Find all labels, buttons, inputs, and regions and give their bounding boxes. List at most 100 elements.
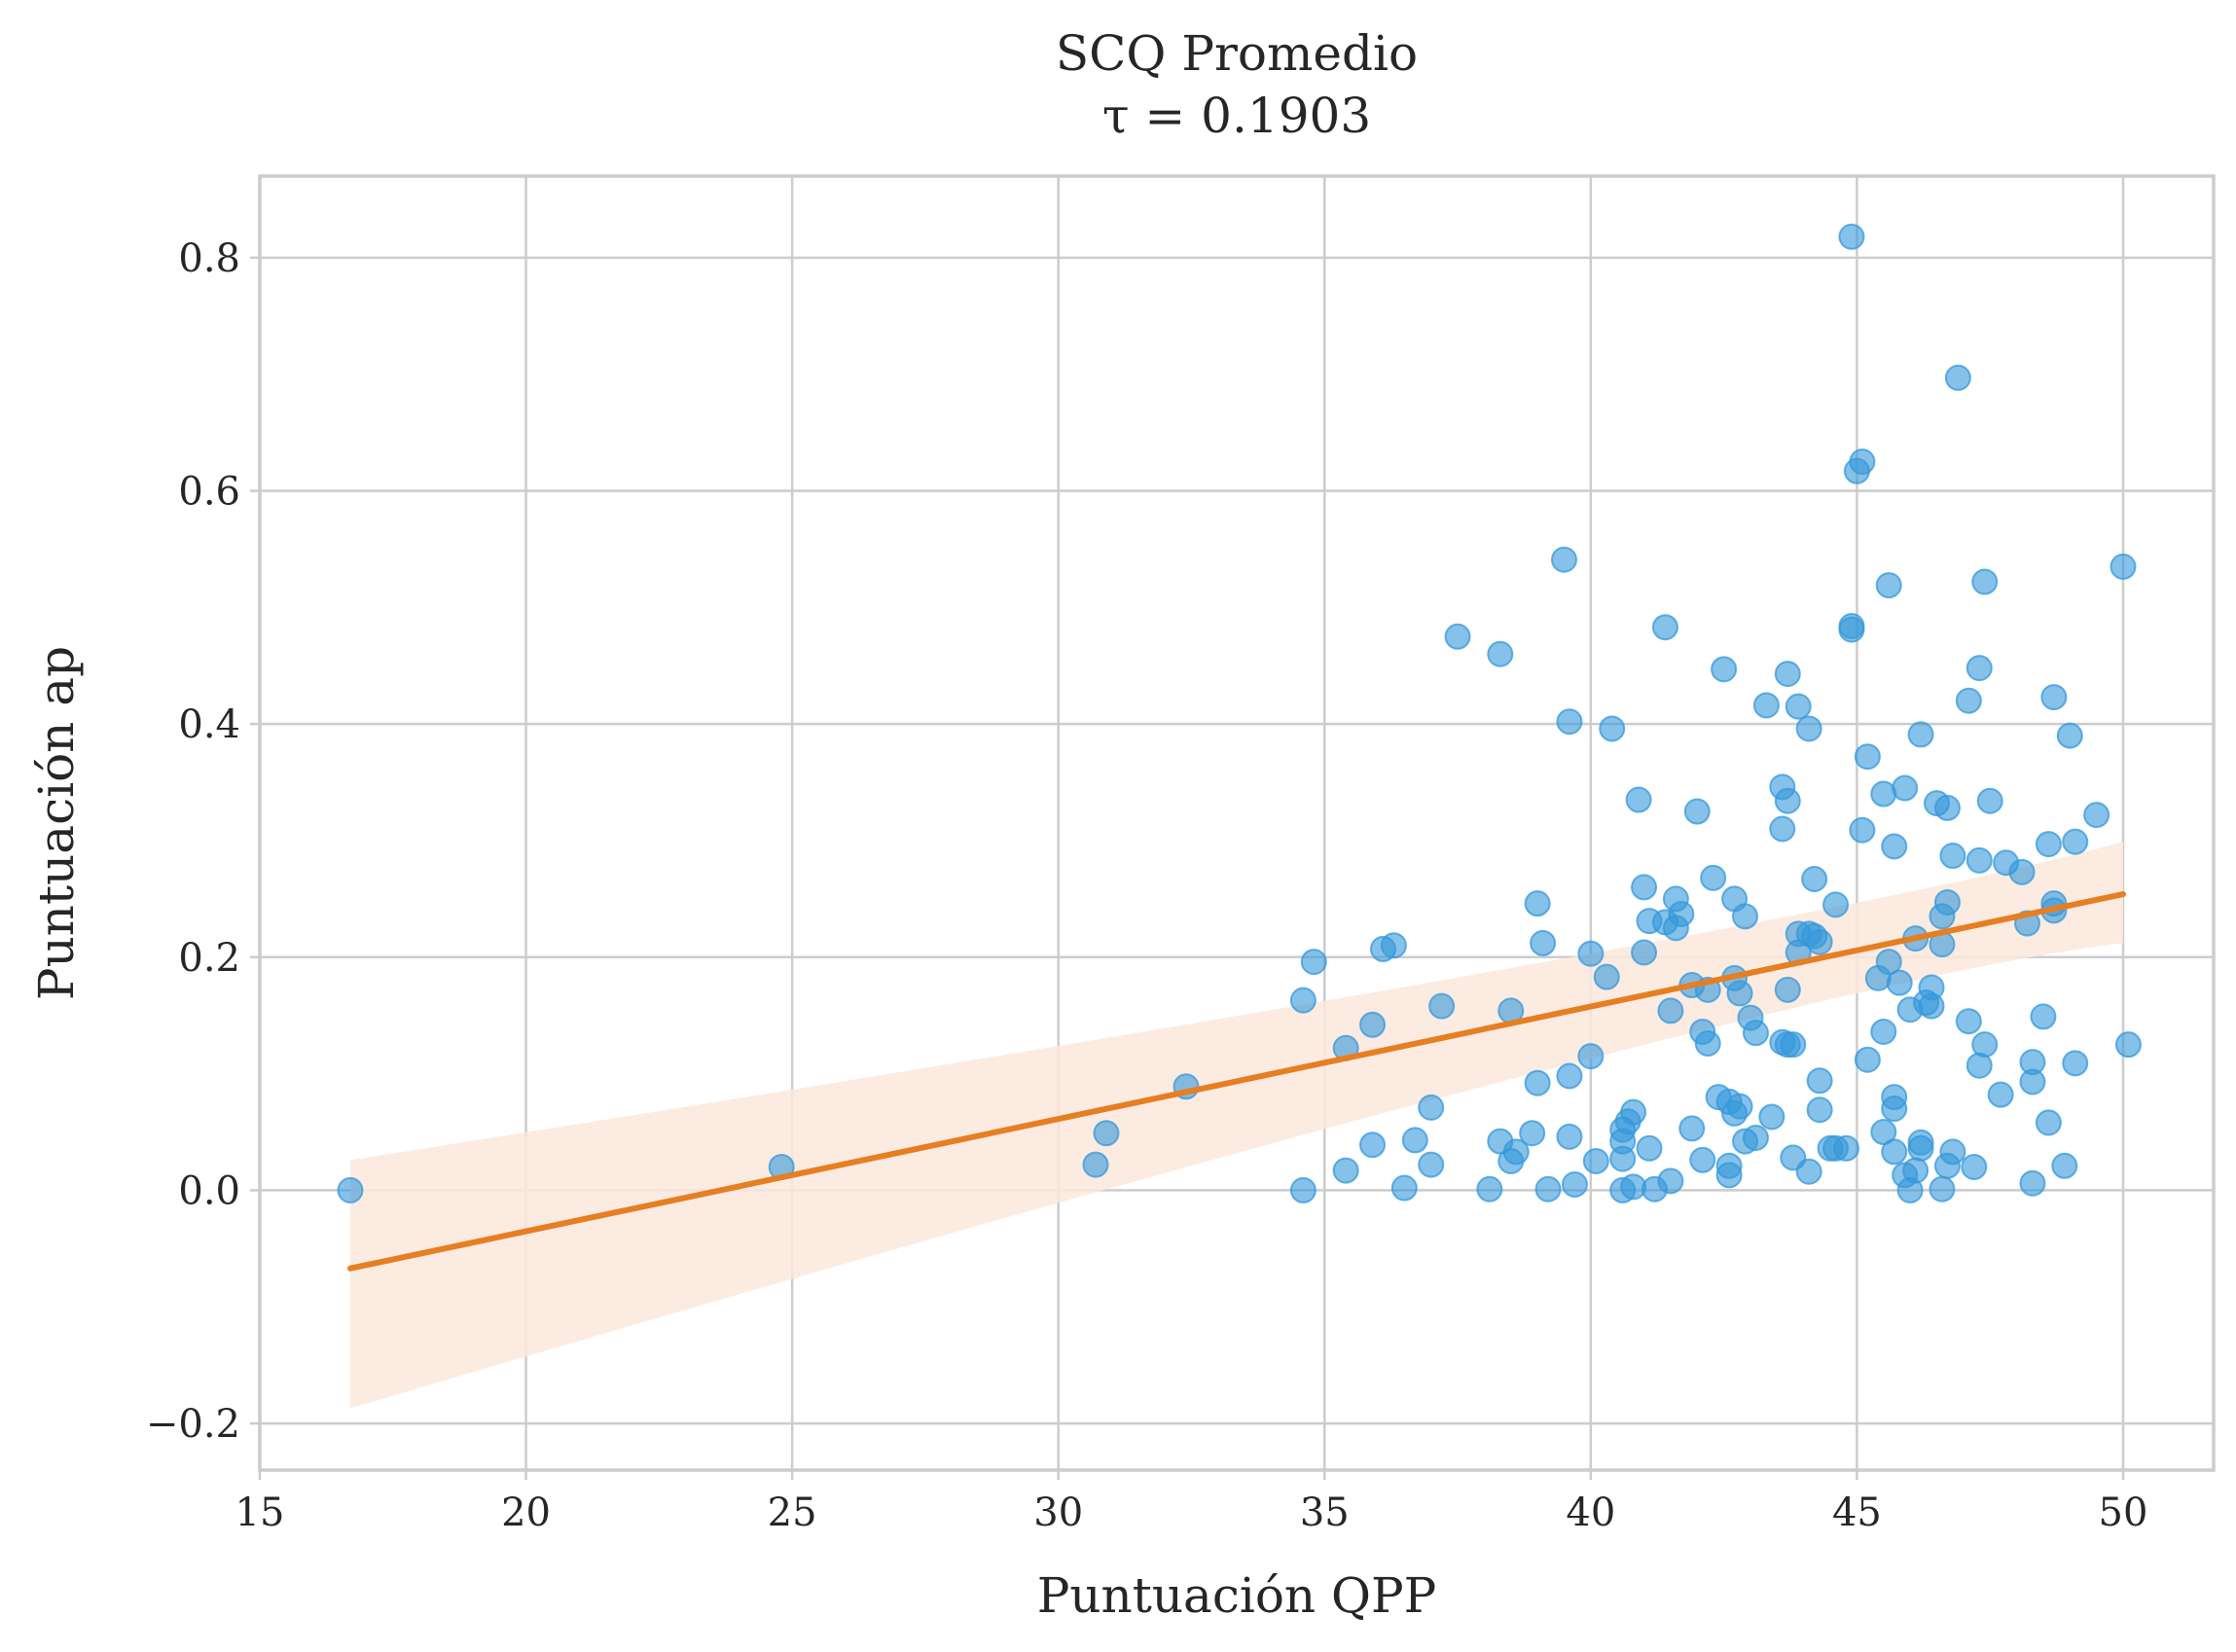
- regression-line-layer: [347, 891, 2126, 1272]
- data-point: [1966, 655, 1993, 682]
- data-point: [1556, 1123, 1583, 1150]
- data-point: [2040, 684, 2068, 711]
- data-point: [1752, 692, 1780, 719]
- data-point: [1082, 1151, 1109, 1178]
- data-point: [1774, 976, 1801, 1003]
- data-point: [1289, 1176, 1316, 1203]
- data-point: [1944, 364, 1971, 391]
- data-point: [2051, 1152, 2078, 1179]
- data-point: [1359, 1011, 1387, 1038]
- data-point: [1524, 1069, 1551, 1096]
- data-point: [1795, 715, 1822, 742]
- data-point: [1838, 223, 1865, 250]
- data-point: [1933, 794, 1961, 821]
- grid: [258, 176, 2214, 1470]
- data-point: [1806, 1096, 1833, 1124]
- data-point: [2008, 858, 2036, 885]
- x-tick-label: 15: [235, 1490, 285, 1535]
- data-point: [1976, 787, 2003, 814]
- data-point: [2110, 553, 2137, 580]
- plot-frame: [258, 174, 2216, 1472]
- data-point: [2083, 802, 2110, 829]
- data-point: [1418, 1094, 1445, 1121]
- x-tick-label: 45: [1832, 1490, 1882, 1535]
- data-point: [2056, 722, 2083, 749]
- data-point: [1476, 1175, 1503, 1203]
- y-tick-label: 0.2: [178, 936, 240, 981]
- y-tick-label: 0.6: [178, 470, 240, 515]
- data-point: [2030, 1003, 2057, 1030]
- chart-title: SCQ Promedio: [1056, 25, 1418, 82]
- data-point: [1785, 693, 1812, 720]
- data-point: [1289, 987, 1316, 1014]
- data-point: [1599, 715, 1626, 742]
- data-point: [1838, 616, 1865, 643]
- data-point: [1732, 903, 1759, 930]
- data-point: [1854, 743, 1881, 771]
- data-point: [1556, 1062, 1583, 1090]
- data-point: [1875, 949, 1902, 976]
- data-point: [1907, 721, 1934, 748]
- data-point: [1631, 939, 1658, 966]
- data-point: [1892, 774, 1919, 802]
- data-point: [1849, 449, 1876, 476]
- data-point: [1822, 891, 1850, 918]
- data-point: [2035, 1109, 2062, 1136]
- data-point: [1561, 1170, 1588, 1198]
- y-axis-label: Puntuación ap: [28, 646, 85, 1000]
- data-point: [1955, 687, 1982, 714]
- y-tick-label: 0.0: [178, 1168, 240, 1213]
- data-point: [1806, 1067, 1833, 1095]
- x-tick-label: 50: [2099, 1490, 2148, 1535]
- data-points: [337, 223, 2142, 1203]
- y-tick-label: 0.8: [178, 236, 240, 281]
- y-tick-label: 0.4: [178, 702, 240, 747]
- data-point: [1742, 1125, 1769, 1152]
- data-point: [1502, 1138, 1530, 1166]
- data-point: [1577, 940, 1605, 967]
- data-point: [1769, 815, 1796, 843]
- data-point: [1524, 890, 1551, 917]
- y-tick-label: −0.2: [146, 1402, 240, 1447]
- data-point: [1428, 992, 1456, 1020]
- data-point: [1902, 1157, 1929, 1184]
- data-point: [1711, 656, 1738, 683]
- data-point: [1418, 1151, 1445, 1178]
- data-point: [1620, 1098, 1647, 1126]
- data-point: [1955, 1008, 1982, 1035]
- data-point: [1939, 843, 1966, 870]
- data-point: [1801, 866, 1828, 893]
- data-point: [1758, 1103, 1785, 1131]
- data-point: [1668, 900, 1695, 927]
- data-point: [337, 1176, 364, 1203]
- data-point: [1380, 932, 1407, 959]
- data-point: [1966, 846, 1993, 874]
- data-point: [1939, 1138, 1966, 1166]
- data-point: [1359, 1131, 1387, 1159]
- data-point: [1550, 546, 1577, 573]
- data-point: [1657, 997, 1684, 1024]
- data-point: [1854, 1046, 1881, 1073]
- axis-ticks: 15 20 25 30 35 40 45 50 −0.2 0.0 0.2 0.4 0.6 0.8: [146, 236, 2148, 1535]
- data-point: [1715, 1162, 1743, 1189]
- x-axis-label: Puntuación QPP: [1037, 1567, 1437, 1624]
- data-point: [1556, 708, 1583, 736]
- data-point: [1694, 1029, 1721, 1057]
- data-point: [2062, 828, 2089, 855]
- data-point: [1806, 928, 1833, 955]
- data-point: [1530, 929, 1557, 956]
- regression-line: [347, 891, 2126, 1272]
- data-point: [1886, 969, 1913, 996]
- data-point: [1657, 1167, 1684, 1195]
- data-point: [1487, 640, 1514, 667]
- data-point: [2062, 1050, 2089, 1077]
- data-point: [1795, 1158, 1822, 1185]
- data-point: [1577, 1043, 1605, 1070]
- data-point: [2019, 1068, 2046, 1095]
- x-tick-label: 30: [1033, 1490, 1083, 1535]
- data-point: [1832, 1134, 1859, 1162]
- data-point: [1774, 787, 1801, 814]
- data-point: [1933, 888, 1961, 916]
- data-point: [1534, 1175, 1562, 1203]
